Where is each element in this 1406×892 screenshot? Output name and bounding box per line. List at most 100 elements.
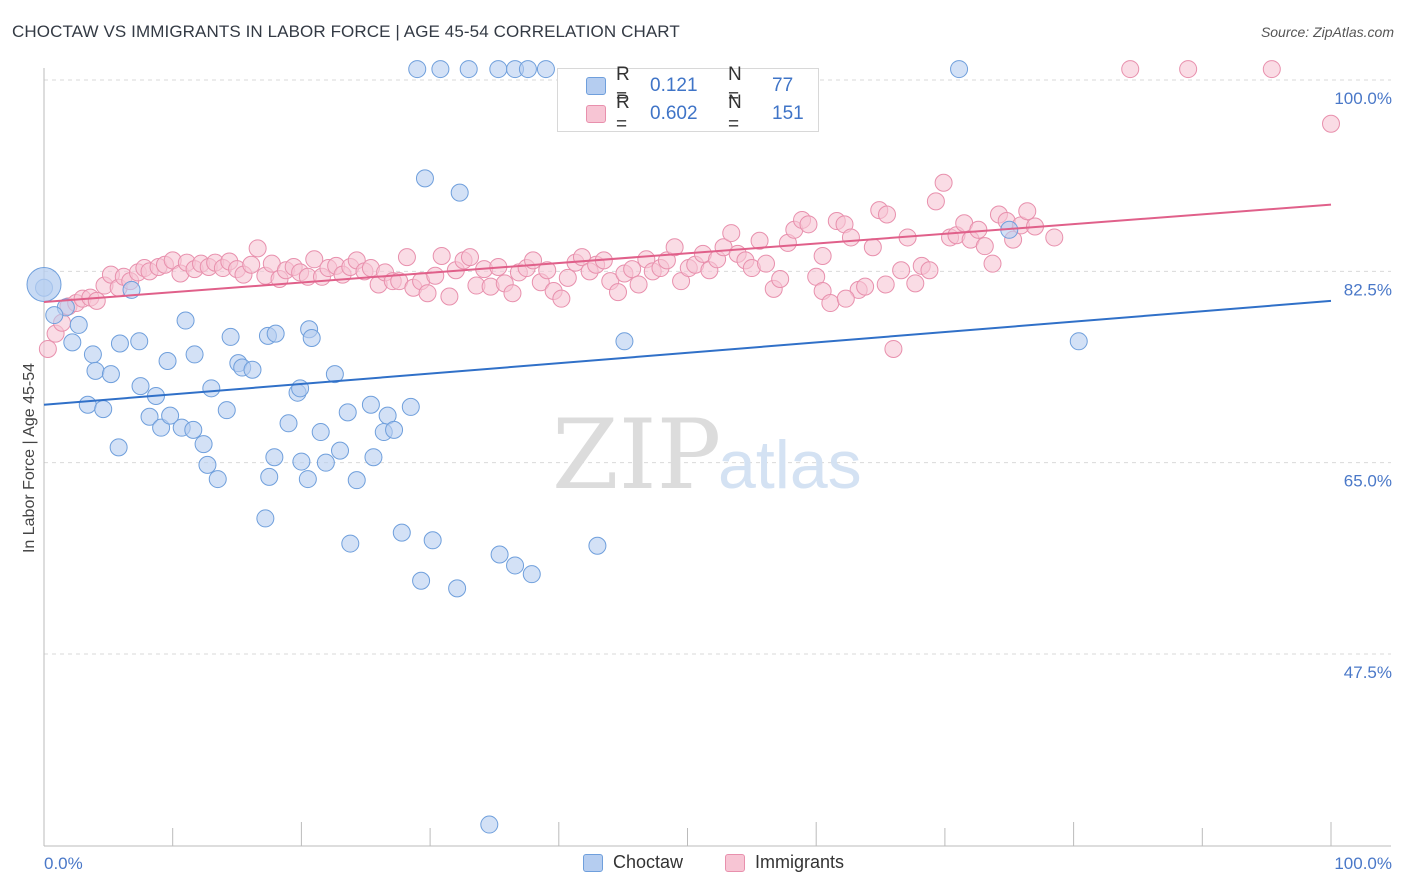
choctaw-point [316, 453, 335, 472]
immigrants-point [38, 339, 57, 358]
immigrants-point [665, 238, 684, 257]
immigrants-point [305, 250, 324, 269]
immigrants-point [460, 248, 479, 267]
choctaw-point [331, 441, 350, 460]
immigrants-point [813, 247, 832, 266]
legend-n-value: 151 [772, 103, 804, 124]
y-tick-labels: 47.5% 65.0% 82.5% 100.0% [1334, 89, 1392, 682]
choctaw-point [152, 418, 171, 437]
legend-r-label: R = [616, 92, 630, 135]
choctaw-point [615, 332, 634, 351]
immigrants-point [836, 289, 855, 308]
y-tick-label: 100.0% [1334, 89, 1392, 108]
immigrants-point [821, 294, 840, 313]
immigrants-point [1018, 202, 1037, 221]
choctaw-point [176, 311, 195, 330]
choctaw-point [194, 435, 213, 454]
choctaw-point [480, 815, 499, 834]
choctaw-point [489, 60, 508, 79]
choctaw-point [361, 395, 380, 414]
x-tick-labels: 0.0% 100.0% [44, 854, 1392, 873]
choctaw-point [385, 420, 404, 439]
x-tick-label-max: 100.0% [1334, 854, 1392, 873]
correlation-legend: R = 0.121 N = 77 R = 0.602 N = 151 [557, 64, 819, 135]
y-tick-label: 82.5% [1344, 280, 1392, 299]
choctaw-point [69, 315, 88, 334]
choctaw-point [522, 565, 541, 584]
immigrants-point [248, 239, 267, 258]
immigrants-point [1262, 60, 1281, 79]
choctaw-point [101, 365, 120, 384]
choctaw-point [423, 531, 442, 550]
choctaw-point [161, 406, 180, 425]
choctaw-point [408, 60, 427, 79]
immigrants-point [1045, 228, 1064, 247]
immigrants-point [892, 261, 911, 280]
immigrants-point [538, 261, 557, 280]
immigrants-point [432, 247, 451, 266]
choctaw-point [536, 60, 555, 79]
watermark-atlas: atlas [718, 427, 862, 503]
choctaw-swatch [583, 854, 603, 872]
immigrants-point [242, 255, 261, 274]
immigrants-point [503, 284, 522, 303]
immigrants-point [876, 275, 895, 294]
choctaw-point [63, 333, 82, 352]
legend-n-value: 77 [772, 75, 794, 96]
choctaw-point [110, 334, 129, 353]
immigrants-point [884, 339, 903, 358]
choctaw-point [364, 448, 383, 467]
watermark-zip: ZIP [552, 399, 721, 511]
immigrants-point [629, 275, 648, 294]
choctaw-point [450, 183, 469, 202]
immigrants-point [920, 261, 939, 280]
choctaw-point [265, 448, 284, 467]
choctaw-trend-line [43, 299, 1332, 406]
chart-source: Source: ZipAtlas.com [1260, 24, 1394, 40]
choctaw-point [83, 345, 102, 364]
y-tick-label: 65.0% [1344, 472, 1392, 491]
immigrants-point [87, 291, 106, 310]
immigrants-point [558, 268, 577, 287]
choctaw-point [506, 556, 525, 575]
choctaw-point [412, 571, 431, 590]
choctaw-point [131, 377, 150, 396]
choctaw-point [279, 414, 298, 433]
choctaw-point [221, 327, 240, 346]
immigrants-point [975, 237, 994, 256]
immigrants-point [418, 284, 437, 303]
choctaw-point [311, 423, 330, 442]
choctaw-point [217, 401, 236, 420]
choctaw-point [325, 365, 344, 384]
legend-label-choctaw: Choctaw [613, 852, 684, 872]
immigrants-point [983, 254, 1002, 273]
immigrants-swatch [725, 854, 745, 872]
choctaw-point [415, 169, 434, 188]
choctaw-point [185, 345, 204, 364]
immigrants-point [969, 220, 988, 239]
immigrants-point [934, 173, 953, 192]
choctaw-point [130, 332, 149, 351]
legend-r-label: R = [616, 64, 630, 107]
choctaw-point [45, 306, 64, 325]
immigrants-point [757, 254, 776, 273]
immigrants-point [609, 283, 628, 302]
choctaw-point [292, 452, 311, 471]
immigrants-point [440, 287, 459, 306]
choctaw-point [266, 324, 285, 343]
choctaw-point [184, 420, 203, 439]
choctaw-point-large [26, 266, 62, 302]
immigrants-point [750, 231, 769, 250]
axes [43, 68, 1391, 847]
choctaw-point [158, 351, 177, 370]
legend-r-value: 0.602 [650, 103, 698, 124]
choctaw-points [26, 60, 1088, 834]
choctaw-point [518, 60, 537, 79]
immigrants-point [841, 228, 860, 247]
immigrants-point [426, 266, 445, 285]
choctaw-point [401, 397, 420, 416]
choctaw-point [86, 361, 105, 380]
immigrants-point [771, 269, 790, 288]
choctaw-point [431, 60, 450, 79]
